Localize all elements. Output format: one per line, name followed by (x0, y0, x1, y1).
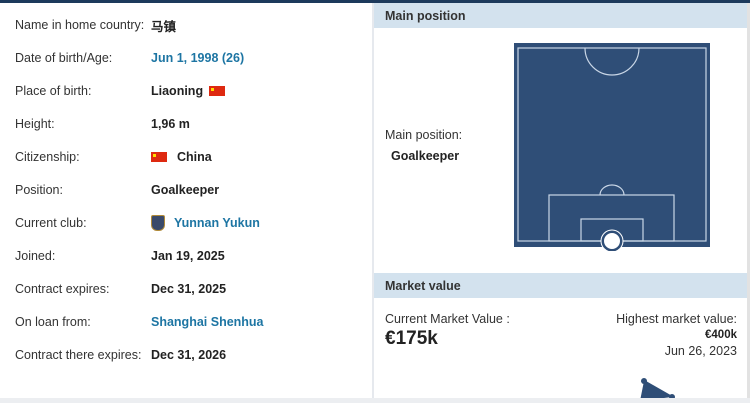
position-marker (601, 230, 623, 251)
main-position-value: Goalkeeper (391, 149, 460, 163)
player-info-panel: Name in home country: 马镇 Date of birth/Ag… (0, 3, 372, 398)
china-flag-icon (151, 152, 167, 162)
info-row-loan: On loan from: Shanghai Shenhua (15, 315, 264, 329)
china-flag-icon (209, 86, 226, 96)
info-row-contract-there: Contract there expires: Dec 31, 2026 (15, 348, 227, 362)
top-border (0, 0, 750, 3)
center-circle-arc (584, 47, 640, 76)
info-row-citizenship: Citizenship: China (15, 150, 212, 164)
pitch (514, 43, 710, 247)
market-value-header: Market value (374, 273, 748, 298)
bottom-border (0, 398, 750, 403)
pitch-diagram (514, 43, 710, 251)
club-link[interactable]: Yunnan Yukun (174, 216, 260, 230)
scrollbar[interactable] (747, 3, 750, 398)
chart-point[interactable] (669, 394, 675, 399)
info-row-height: Height: 1,96 m (15, 117, 190, 131)
info-row-joined: Joined: Jan 19, 2025 (15, 249, 225, 263)
market-value-chart-partial (640, 378, 675, 399)
info-row-name: Name in home country: 马镇 (15, 18, 177, 34)
info-row-birthplace: Place of birth: Liaoning (15, 81, 226, 101)
penalty-arc (599, 184, 625, 196)
highest-market-value-label: Highest market value: (616, 312, 737, 326)
highest-market-value: €400k (705, 329, 737, 341)
info-row-club: Current club: Yunnan Yukun (15, 215, 260, 231)
club-crest-icon[interactable] (151, 215, 165, 231)
info-row-dob: Date of birth/Age: Jun 1, 1998 (26) (15, 51, 245, 65)
main-position-header: Main position (374, 3, 748, 28)
highest-market-value-date: Jun 26, 2023 (664, 344, 737, 358)
loan-club-link[interactable]: Shanghai Shenhua (151, 315, 264, 329)
side-panel: Main position Main position: Goalkeeper … (374, 3, 750, 399)
info-row-contract: Contract expires: Dec 31, 2025 (15, 282, 227, 296)
panel-divider (372, 3, 374, 398)
info-row-position: Position: Goalkeeper (15, 183, 220, 197)
current-market-value-label: Current Market Value : (385, 312, 510, 326)
current-market-value: €175k (385, 328, 438, 349)
chart-point[interactable] (641, 378, 647, 384)
main-position-label: Main position: (385, 128, 463, 142)
dob-link[interactable]: Jun 1, 1998 (26) (151, 51, 245, 65)
